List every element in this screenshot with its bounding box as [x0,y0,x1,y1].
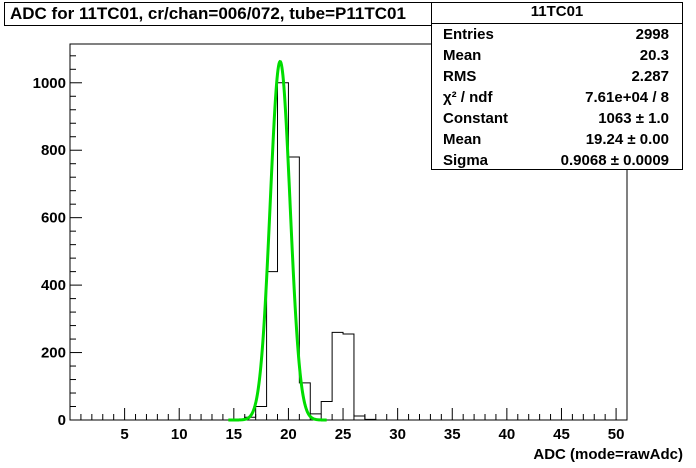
x-tick-label: 45 [553,426,570,443]
axes: 5 10 15 20 25 30 35 40 45 50 0 200 400 600 800 1000 [33,55,628,443]
x-tick-label: 10 [171,426,188,443]
stats-value: 20.3 [639,47,669,64]
stats-value: 1063 ± 1.0 [598,110,669,127]
x-tick-label: 40 [499,426,516,443]
x-tick-label: 50 [608,426,625,443]
statistics-box: 11TC01 Entries 2998 Mean 20.3 RMS 2.287 … [431,2,683,170]
stats-row-fit-mean: Mean 19.24 ± 0.00 [432,129,682,150]
gaussian-fit-curve [228,59,327,422]
y-tick-label: 200 [41,345,66,362]
stats-value: 2998 [635,26,669,43]
plot-frame [69,43,628,421]
stats-histogram-name: 11TC01 [432,3,682,24]
stats-row-rms: RMS 2.287 [432,66,682,87]
stats-label: Mean [443,131,482,148]
stats-row-entries: Entries 2998 [432,24,682,45]
stats-value: 7.61e+04 / 8 [585,89,669,106]
y-tick-label: 600 [41,210,66,227]
stats-value: 0.9068 ± 0.0009 [560,152,669,169]
histogram-title: ADC for 11TC01, cr/chan=006/072, tube=P1… [4,2,492,26]
y-tick-label: 1000 [33,75,66,92]
stats-label: χ² / ndf [443,89,493,106]
stats-row-mean: Mean 20.3 [432,45,682,66]
x-tick-label: 15 [225,426,242,443]
stats-label: Mean [443,47,482,64]
x-tick-label: 25 [335,426,352,443]
x-tick-label: 5 [120,426,128,443]
stats-label: Entries [443,26,494,43]
y-tick-label: 400 [41,277,66,294]
stats-row-constant: Constant 1063 ± 1.0 [432,108,682,129]
y-tick-label: 0 [58,412,66,429]
x-axis-title: ADC (mode=rawAdc) [533,446,683,463]
stats-row-chi2: χ² / ndf 7.61e+04 / 8 [432,87,682,108]
y-tick-label: 800 [41,142,66,159]
x-tick-label: 20 [280,426,297,443]
stats-row-sigma: Sigma 0.9068 ± 0.0009 [432,150,682,171]
stats-value: 19.24 ± 0.00 [585,131,669,148]
stats-label: RMS [443,68,477,85]
x-tick-label: 30 [389,426,406,443]
stats-label: Sigma [443,152,489,169]
x-tick-label: 35 [444,426,461,443]
histogram-outline [233,82,377,421]
stats-value: 2.287 [631,68,669,85]
stats-label: Constant [443,110,508,127]
